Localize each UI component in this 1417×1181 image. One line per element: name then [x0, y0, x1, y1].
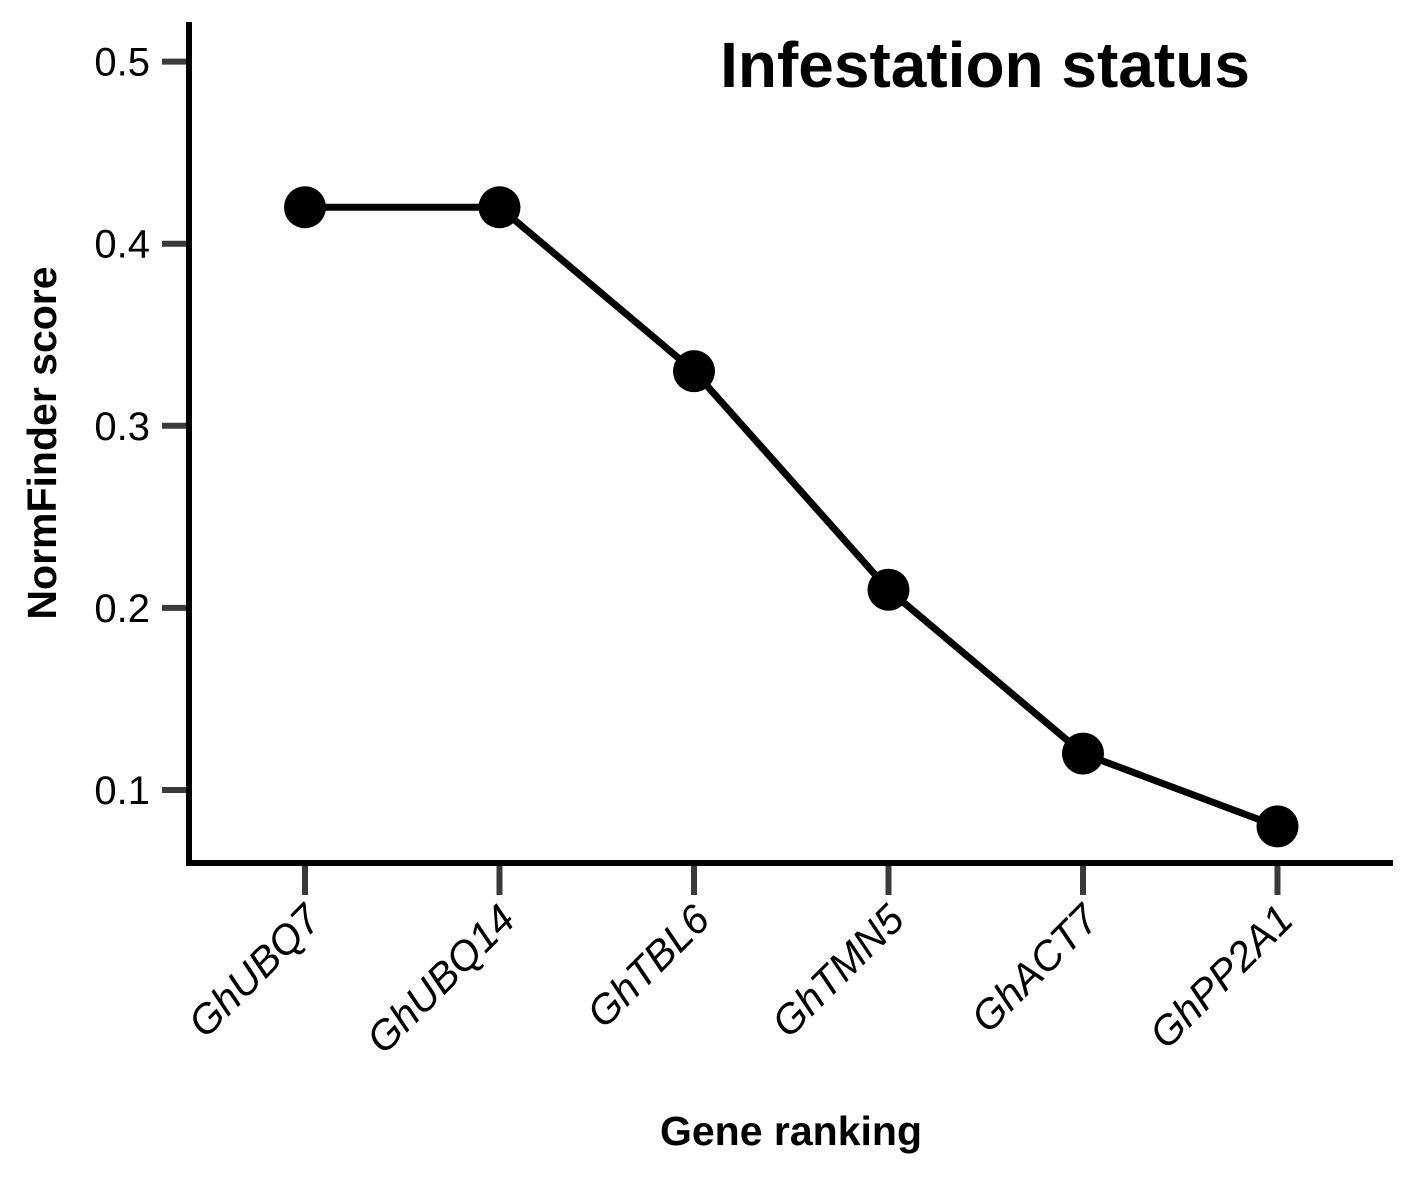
x-tick-label: GhTMN5 [763, 896, 913, 1046]
data-point [1062, 732, 1104, 775]
y-tick-label: 0.2 [94, 587, 150, 631]
x-axis-title: Gene ranking [660, 1108, 922, 1154]
series-line [305, 203, 1279, 830]
y-tick-label: 0.4 [94, 223, 150, 267]
y-tick-label: 0.1 [94, 769, 150, 813]
y-tick-label: 0.5 [94, 41, 150, 85]
data-point [478, 186, 521, 229]
x-axis-ticks: GhUBQ7 GhUBQ14 GhTBL6 GhTMN5 GhACT7 GhPP2A1 [179, 866, 1302, 1062]
x-tick-label: GhUBQ14 [358, 896, 524, 1062]
x-tick-label: GhPP2A1 [1140, 896, 1301, 1057]
x-tick-label: GhUBQ7 [179, 894, 331, 1046]
y-axis-ticks: 0.1 0.2 0.3 0.4 0.5 [94, 41, 189, 813]
data-point [673, 350, 715, 393]
series-layer [284, 186, 1299, 848]
y-tick-label: 0.3 [94, 405, 150, 449]
chart-title: Infestation status [720, 29, 1250, 101]
x-tick-label: GhTBL6 [578, 896, 719, 1037]
data-point [867, 568, 910, 611]
data-point [284, 186, 326, 229]
x-tick-label: GhACT7 [962, 894, 1109, 1041]
y-axis-title: NormFinder score [19, 266, 65, 619]
data-point [1256, 805, 1299, 848]
